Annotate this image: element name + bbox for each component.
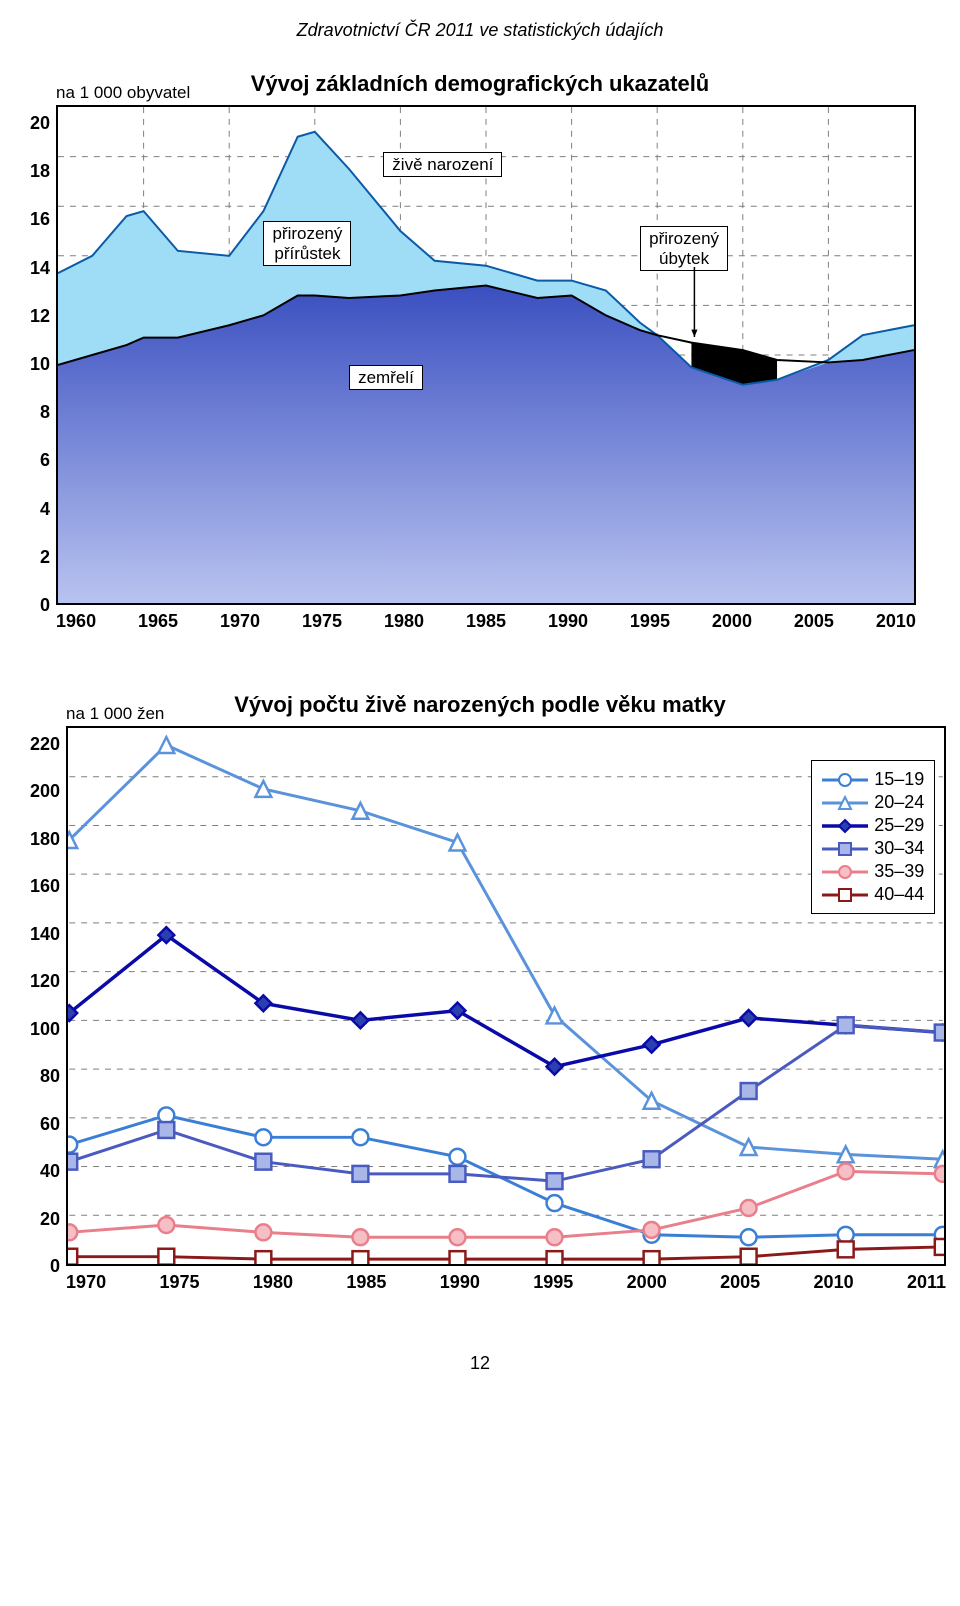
chart1-annotation: živě narození [383,152,502,178]
y-tick: 160 [30,877,60,895]
chart1-y-axis: 02468101214161820 [30,105,56,605]
chart1-annotation: přirozený úbytek [640,226,728,271]
legend-item: 35–39 [822,861,924,882]
x-tick: 1975 [159,1272,199,1293]
chart2-title: Vývoj počtu živě narozených podle věku m… [30,692,930,718]
x-tick: 1960 [56,611,96,632]
x-tick: 1965 [138,611,178,632]
chart2-x-axis: 1970 1975 1980 1985 1990 1995 2000 2005 2010 2011 [66,1272,946,1293]
y-tick: 8 [40,403,50,421]
chart1-annotation: zemřelí [349,365,423,391]
y-tick: 14 [30,259,50,277]
x-tick: 2005 [794,611,834,632]
y-tick: 18 [30,162,50,180]
x-tick: 1975 [302,611,342,632]
y-tick: 2 [40,548,50,566]
legend-label: 25–29 [874,815,924,836]
legend-item: 20–24 [822,792,924,813]
x-tick: 2000 [712,611,752,632]
x-tick: 1970 [220,611,260,632]
chart2-legend: 15–1920–2425–2930–3435–3940–44 [811,760,935,914]
x-tick: 1980 [253,1272,293,1293]
chart1-subtitle: na 1 000 obyvatel [56,83,190,105]
x-tick: 1985 [346,1272,386,1293]
x-tick: 1970 [66,1272,106,1293]
legend-item: 40–44 [822,884,924,905]
legend-label: 40–44 [874,884,924,905]
y-tick: 200 [30,782,60,800]
y-tick: 140 [30,925,60,943]
y-tick: 20 [30,114,50,132]
x-tick: 2010 [876,611,916,632]
y-tick: 10 [30,355,50,373]
chart2-y-axis: 020406080100120140160180200220 [30,726,66,1266]
x-tick: 2000 [627,1272,667,1293]
x-tick: 1980 [384,611,424,632]
x-tick: 1995 [533,1272,573,1293]
y-tick: 6 [40,451,50,469]
y-tick: 120 [30,972,60,990]
legend-item: 30–34 [822,838,924,859]
legend-label: 30–34 [874,838,924,859]
chart1-x-axis: 1960 1965 1970 1975 1980 1985 1990 1995 2000 2005… [56,611,916,632]
legend-label: 20–24 [874,792,924,813]
y-tick: 40 [40,1162,60,1180]
x-tick: 1995 [630,611,670,632]
x-tick: 1990 [548,611,588,632]
page-header: Zdravotnictví ČR 2011 ve statistických ú… [30,20,930,41]
legend-label: 15–19 [874,769,924,790]
y-tick: 4 [40,500,50,518]
y-tick: 220 [30,735,60,753]
y-tick: 20 [40,1210,60,1228]
y-tick: 100 [30,1020,60,1038]
chart-demographics: Vývoj základních demografických ukazatel… [30,71,930,632]
chart1-annotation: přirozený přírůstek [263,221,351,266]
chart2-subtitle: na 1 000 žen [66,704,164,726]
y-tick: 16 [30,210,50,228]
chart-births-by-age: Vývoj počtu živě narozených podle věku m… [30,692,930,1293]
x-tick: 2005 [720,1272,760,1293]
page-number: 12 [30,1353,930,1374]
legend-label: 35–39 [874,861,924,882]
chart1-plot-area: živě narození přirozený přírůstek přirozen… [56,105,916,605]
legend-item: 25–29 [822,815,924,836]
x-tick: 2011 [907,1272,946,1293]
y-tick: 0 [50,1257,60,1275]
chart2-plot-area: 15–1920–2425–2930–3435–3940–44 [66,726,946,1266]
y-tick: 180 [30,830,60,848]
x-tick: 1985 [466,611,506,632]
x-tick: 2010 [814,1272,854,1293]
y-tick: 12 [30,307,50,325]
y-tick: 80 [40,1067,60,1085]
y-tick: 0 [40,596,50,614]
y-tick: 60 [40,1115,60,1133]
x-tick: 1990 [440,1272,480,1293]
legend-item: 15–19 [822,769,924,790]
